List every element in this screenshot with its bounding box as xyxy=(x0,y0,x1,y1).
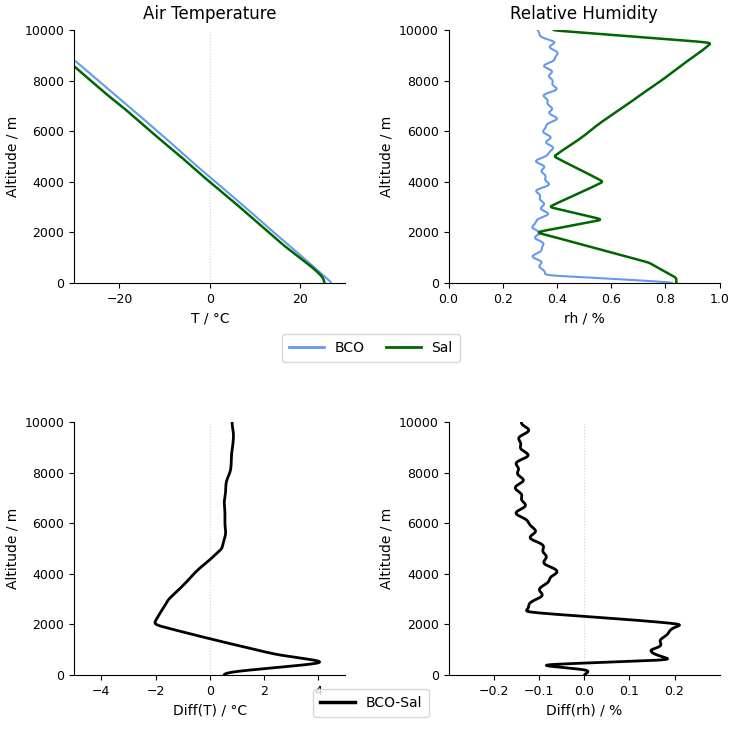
Y-axis label: Altitude / m: Altitude / m xyxy=(379,508,393,590)
X-axis label: T / °C: T / °C xyxy=(191,311,229,326)
Y-axis label: Altitude / m: Altitude / m xyxy=(379,116,393,197)
BCO xyxy=(108,88,116,97)
Sal xyxy=(30,26,39,34)
BCO xyxy=(326,278,335,287)
X-axis label: Diff(T) / °C: Diff(T) / °C xyxy=(173,704,247,717)
Line: BCO: BCO xyxy=(40,30,331,283)
BCO xyxy=(156,130,165,139)
BCO xyxy=(253,214,262,223)
X-axis label: rh / %: rh / % xyxy=(564,311,605,326)
Sal xyxy=(248,214,257,223)
Sal xyxy=(271,234,280,243)
Sal xyxy=(320,278,329,287)
Title: Relative Humidity: Relative Humidity xyxy=(510,5,658,23)
Sal xyxy=(100,88,109,97)
BCO xyxy=(36,26,45,34)
Legend: BCO-Sal: BCO-Sal xyxy=(313,689,429,717)
Legend: BCO, Sal: BCO, Sal xyxy=(282,334,460,362)
Sal xyxy=(126,110,135,118)
Sal xyxy=(149,130,158,139)
Title: Air Temperature: Air Temperature xyxy=(143,5,277,23)
BCO xyxy=(195,164,204,173)
Sal xyxy=(190,164,199,173)
BCO xyxy=(133,110,142,118)
Y-axis label: Altitude / m: Altitude / m xyxy=(5,116,19,197)
Line: Sal: Sal xyxy=(34,30,324,283)
BCO xyxy=(276,234,285,243)
Y-axis label: Altitude / m: Altitude / m xyxy=(5,508,19,590)
X-axis label: Diff(rh) / %: Diff(rh) / % xyxy=(546,704,623,717)
